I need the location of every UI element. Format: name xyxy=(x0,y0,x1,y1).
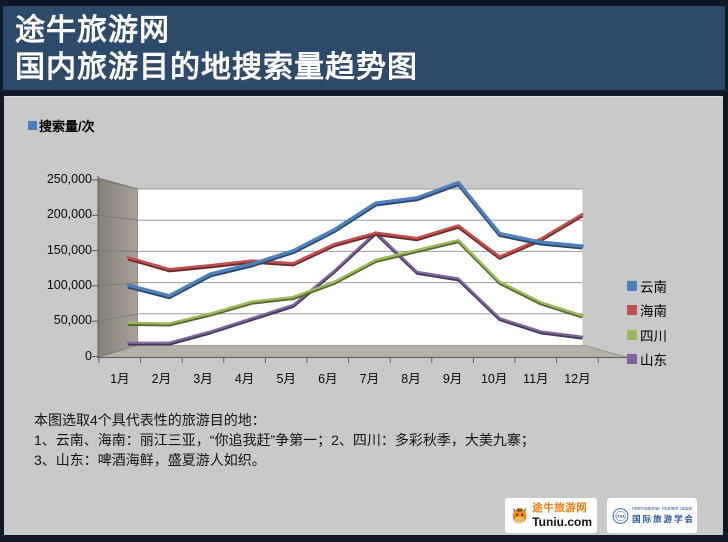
x-tick-label: 6月 xyxy=(318,372,338,386)
legend-label: 云南 xyxy=(640,279,667,295)
x-tick-label: 3月 xyxy=(193,372,213,386)
x-tick-label: 12月 xyxy=(564,372,591,386)
x-tick-label: 2月 xyxy=(151,372,172,386)
title-line-1: 途牛旅游网 xyxy=(15,14,170,47)
x-tick-label: 5月 xyxy=(276,372,296,386)
itsa-english-text: International Tourism Studies Associatio… xyxy=(632,507,692,513)
y-axis-title-text: 搜索量/次 xyxy=(39,119,95,134)
legend-item-四川: 四川 xyxy=(627,327,667,344)
itsa-logo: ITSA International Tourism Studies Assoc… xyxy=(607,498,697,533)
x-tick-label: 9月 xyxy=(442,372,463,386)
legend-swatch-icon xyxy=(627,305,637,316)
legend-label: 山东 xyxy=(640,353,667,369)
title-line-2: 国内旅游目的地搜索量趋势图 xyxy=(15,51,418,84)
x-tick-label: 8月 xyxy=(401,372,421,386)
footnote-line-3: 3、山东：啤酒海鲜，盛夏游人如织。 xyxy=(34,452,266,468)
x-tick-label: 7月 xyxy=(359,372,380,386)
footnote: 本图选取4个具代表性的旅游目的地： 1、云南、海南：丽江三亚，“你追我赶”争第一… xyxy=(34,410,535,470)
y-axis-title: 搜索量/次 xyxy=(28,116,95,135)
tuniu-logo: 途牛旅游网 Tuniu.com xyxy=(505,498,597,533)
legend-swatch-icon xyxy=(627,329,637,340)
tuniu-cow-icon xyxy=(512,507,527,524)
slide-header: 途牛旅游网 国内旅游目的地搜索量趋势图 xyxy=(3,6,725,92)
x-tick-label: 10月 xyxy=(480,372,508,386)
svg-text:ITSA: ITSA xyxy=(616,514,625,518)
footnote-line-1: 本图选取4个具代表性的旅游目的地： xyxy=(34,412,266,428)
legend-swatch-icon xyxy=(627,354,637,365)
itsa-chinese-text: 国际旅游学会 xyxy=(632,514,692,524)
y-tick-label: 250,000 xyxy=(46,172,92,186)
itsa-seal-icon: ITSA xyxy=(612,507,629,524)
legend-item-山东: 山东 xyxy=(627,351,667,369)
legend-label: 海南 xyxy=(640,304,667,320)
x-tick-label: 11月 xyxy=(523,372,549,386)
footnote-line-2: 1、云南、海南：丽江三亚，“你追我赶”争第一；2、四川：多彩秋季，大美九寨； xyxy=(34,432,535,448)
y-tick-label: 200,000 xyxy=(46,207,92,222)
y-tick-label: 0 xyxy=(85,348,92,363)
x-tick-label: 4月 xyxy=(234,372,255,386)
footer-logos: 途牛旅游网 Tuniu.com ITSA International Touri… xyxy=(505,498,697,533)
legend-item-海南: 海南 xyxy=(627,302,667,320)
x-tick-label: 1月 xyxy=(110,372,130,386)
y-tick-label: 50,000 xyxy=(53,313,92,328)
legend-item-云南: 云南 xyxy=(627,278,667,295)
y-tick-label: 100,000 xyxy=(46,277,92,292)
legend-label: 四川 xyxy=(640,328,667,344)
tuniu-name-text: 途牛旅游网 xyxy=(532,502,588,515)
legend-swatch-icon xyxy=(627,280,637,291)
y-tick-label: 150,000 xyxy=(46,242,92,257)
unit-swatch-icon xyxy=(28,121,37,130)
tuniu-domain-text: Tuniu.com xyxy=(532,514,592,529)
